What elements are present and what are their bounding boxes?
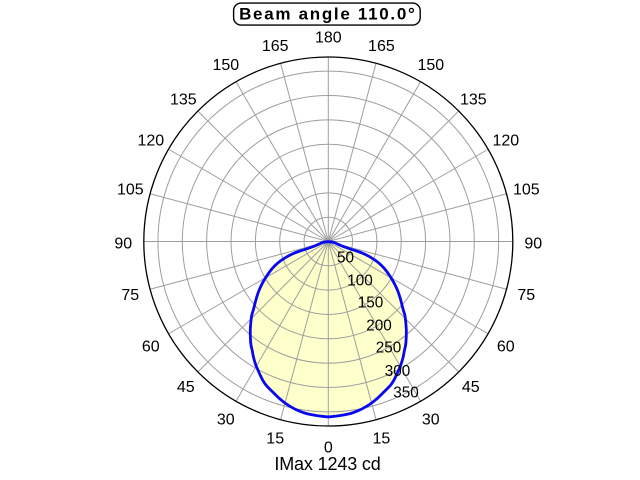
svg-text:45: 45 [177, 379, 195, 396]
svg-text:350: 350 [393, 384, 419, 401]
svg-text:45: 45 [462, 379, 480, 396]
svg-text:150: 150 [417, 57, 444, 74]
svg-text:120: 120 [492, 133, 519, 150]
svg-text:60: 60 [142, 338, 160, 355]
svg-text:Beam angle 110.0°: Beam angle 110.0° [239, 4, 416, 23]
svg-text:50: 50 [337, 250, 354, 267]
svg-text:60: 60 [497, 338, 515, 355]
svg-text:75: 75 [517, 287, 535, 304]
svg-text:0: 0 [324, 439, 333, 456]
svg-text:300: 300 [385, 363, 411, 380]
svg-text:75: 75 [121, 287, 139, 304]
svg-text:30: 30 [422, 411, 440, 428]
svg-text:15: 15 [266, 431, 284, 448]
svg-text:90: 90 [114, 235, 132, 252]
svg-text:IMax 1243 cd: IMax 1243 cd [274, 454, 380, 474]
svg-text:150: 150 [212, 57, 239, 74]
svg-text:105: 105 [513, 182, 540, 199]
svg-text:120: 120 [137, 133, 164, 150]
svg-text:30: 30 [217, 411, 235, 428]
svg-text:180: 180 [315, 29, 342, 46]
svg-text:165: 165 [262, 38, 289, 55]
svg-text:200: 200 [366, 317, 392, 334]
svg-text:100: 100 [347, 272, 373, 289]
svg-text:105: 105 [117, 182, 144, 199]
svg-text:165: 165 [368, 38, 395, 55]
svg-text:90: 90 [524, 235, 542, 252]
svg-text:150: 150 [358, 294, 384, 311]
svg-text:250: 250 [376, 339, 402, 356]
svg-text:135: 135 [170, 91, 197, 108]
svg-text:15: 15 [373, 431, 391, 448]
svg-text:135: 135 [460, 91, 487, 108]
